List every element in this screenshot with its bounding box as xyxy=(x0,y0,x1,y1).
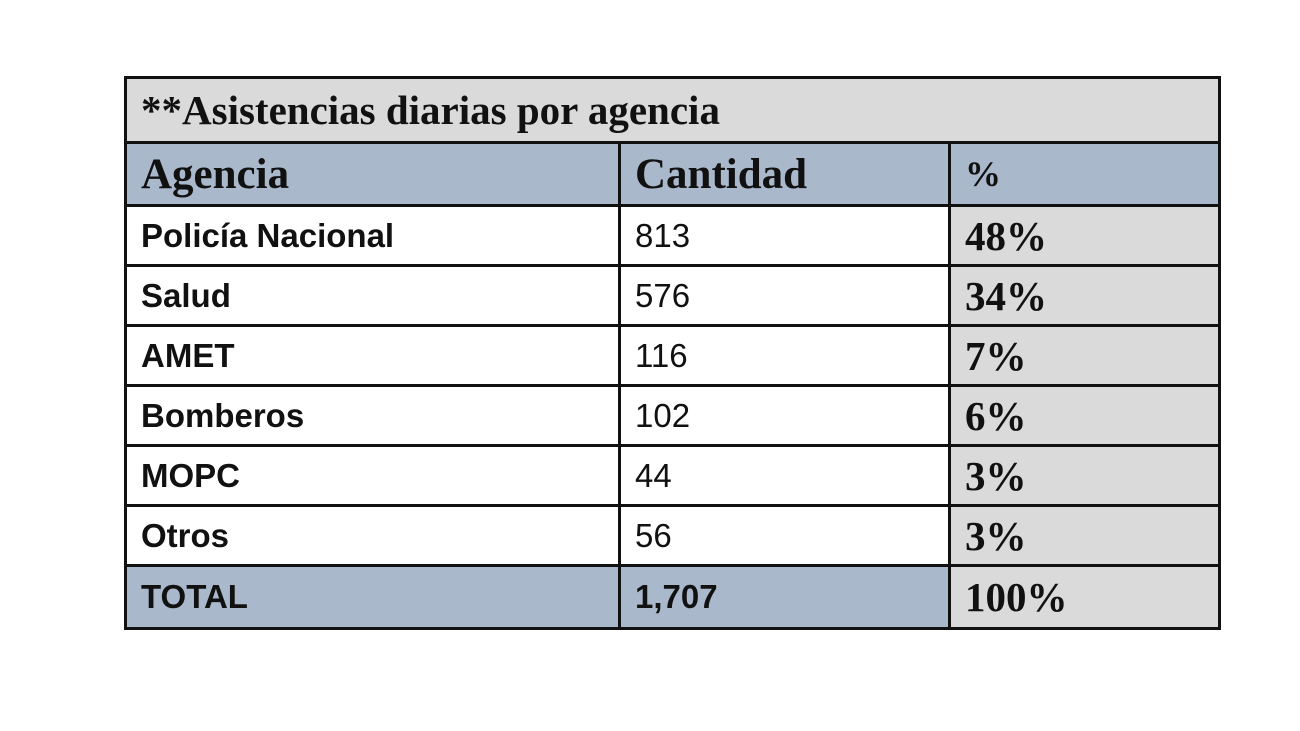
agency-cell: Otros xyxy=(124,504,621,567)
total-label: TOTAL xyxy=(124,564,621,630)
table-row: Bomberos 102 6% xyxy=(124,384,1221,447)
percent-cell: 6% xyxy=(948,384,1221,447)
header-percent: % xyxy=(948,141,1221,207)
quantity-cell: 116 xyxy=(618,324,951,387)
agency-cell: Salud xyxy=(124,264,621,327)
agency-cell: MOPC xyxy=(124,444,621,507)
table-total-row: TOTAL 1,707 100% xyxy=(124,564,1221,630)
table-row: Policía Nacional 813 48% xyxy=(124,204,1221,267)
attendance-table: **Asistencias diarias por agencia Agenci… xyxy=(124,76,1221,630)
quantity-cell: 576 xyxy=(618,264,951,327)
attendance-table-container: **Asistencias diarias por agencia Agenci… xyxy=(124,76,1221,630)
agency-cell: Policía Nacional xyxy=(124,204,621,267)
table-header-row: Agencia Cantidad % xyxy=(124,141,1221,207)
agency-cell: Bomberos xyxy=(124,384,621,447)
table-title: **Asistencias diarias por agencia xyxy=(124,76,1221,144)
quantity-cell: 56 xyxy=(618,504,951,567)
table-row: MOPC 44 3% xyxy=(124,444,1221,507)
percent-cell: 7% xyxy=(948,324,1221,387)
quantity-cell: 44 xyxy=(618,444,951,507)
percent-cell: 34% xyxy=(948,264,1221,327)
table-row: Salud 576 34% xyxy=(124,264,1221,327)
percent-cell: 3% xyxy=(948,504,1221,567)
header-quantity: Cantidad xyxy=(618,141,951,207)
percent-cell: 48% xyxy=(948,204,1221,267)
table-title-row: **Asistencias diarias por agencia xyxy=(124,76,1221,144)
header-agency: Agencia xyxy=(124,141,621,207)
agency-cell: AMET xyxy=(124,324,621,387)
quantity-cell: 102 xyxy=(618,384,951,447)
total-quantity: 1,707 xyxy=(618,564,951,630)
table-row: AMET 116 7% xyxy=(124,324,1221,387)
quantity-cell: 813 xyxy=(618,204,951,267)
total-percent: 100% xyxy=(948,564,1221,630)
percent-cell: 3% xyxy=(948,444,1221,507)
table-row: Otros 56 3% xyxy=(124,504,1221,567)
